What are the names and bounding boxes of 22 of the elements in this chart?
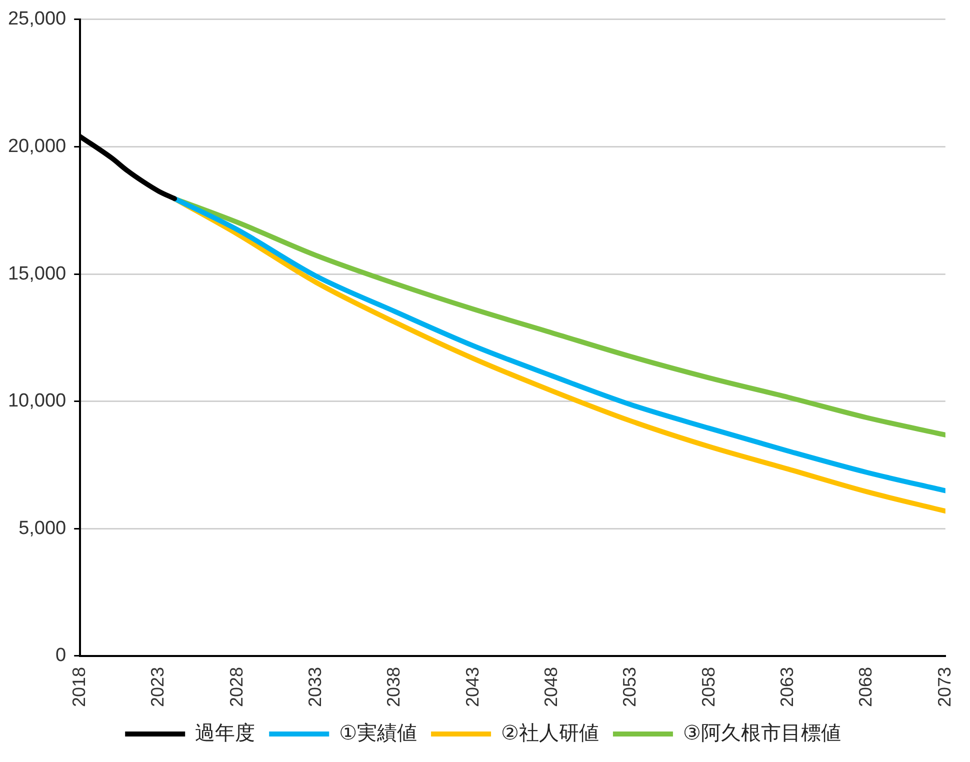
x-tick-label: 2063 <box>777 666 798 708</box>
x-tick-label: 2018 <box>69 666 90 708</box>
legend-label: ①実績値 <box>339 722 418 745</box>
y-tick-label: 10,000 <box>8 390 66 412</box>
x-tick-label: 2073 <box>934 666 954 708</box>
x-tick-label: 2048 <box>541 666 562 708</box>
x-tick-label: 2053 <box>620 666 640 708</box>
legend-label: 過年度 <box>195 722 256 745</box>
x-tick-label: 2023 <box>148 666 168 708</box>
y-tick-label: 0 <box>56 645 66 666</box>
x-tick-label: 2068 <box>856 666 876 708</box>
x-tick-label: 2058 <box>698 666 718 708</box>
y-tick-label: 15,000 <box>8 263 66 284</box>
x-tick-label: 2038 <box>384 666 404 708</box>
x-tick-label: 2033 <box>305 666 326 708</box>
legend-label: ②社人研値 <box>501 722 599 745</box>
x-tick-label: 2028 <box>226 666 246 708</box>
y-tick-label: 20,000 <box>8 136 66 157</box>
x-tick-label: 2043 <box>462 666 482 708</box>
legend-label: ③阿久根市目標値 <box>682 722 841 745</box>
y-tick-label: 25,000 <box>8 8 66 30</box>
y-tick-label: 5,000 <box>18 518 66 539</box>
